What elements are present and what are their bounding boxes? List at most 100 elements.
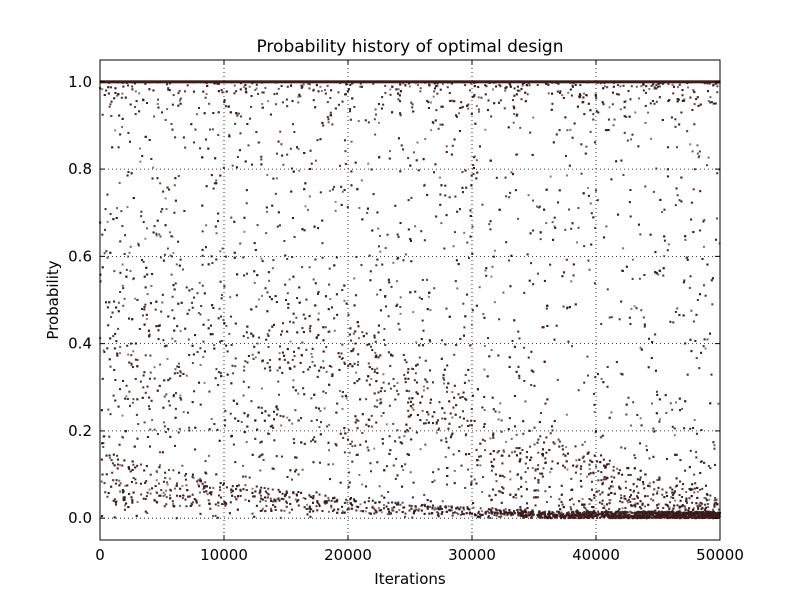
data-point [438, 428, 440, 430]
data-point [247, 415, 249, 417]
data-point [718, 509, 720, 511]
data-point [298, 286, 300, 288]
data-point [537, 468, 539, 470]
data-point [261, 295, 263, 297]
data-point [220, 497, 222, 499]
data-point [474, 478, 476, 480]
data-point [640, 417, 642, 419]
data-point [167, 248, 169, 250]
data-point [597, 199, 599, 201]
data-point [282, 352, 284, 354]
data-point [122, 305, 124, 307]
data-point [595, 97, 597, 99]
data-point [149, 355, 151, 357]
data-point [540, 238, 542, 240]
data-point [557, 91, 559, 93]
data-point [643, 89, 645, 91]
data-point [650, 498, 652, 500]
data-point [316, 505, 318, 507]
data-point [169, 494, 171, 496]
data-point [572, 137, 574, 139]
data-point [301, 342, 303, 344]
data-point [399, 112, 401, 114]
data-point [368, 425, 370, 427]
data-point [371, 415, 373, 417]
data-point [537, 84, 539, 86]
data-point [178, 366, 180, 368]
data-point [444, 412, 446, 414]
data-point [495, 480, 497, 482]
data-point [318, 370, 320, 372]
data-point [272, 81, 274, 83]
data-point [339, 165, 341, 167]
data-point [461, 171, 463, 173]
data-point [202, 356, 204, 358]
data-point [268, 271, 270, 273]
data-point [471, 424, 473, 426]
data-point [709, 467, 711, 469]
data-point [697, 299, 699, 301]
data-point [234, 365, 236, 367]
data-point [481, 204, 483, 206]
data-point [716, 85, 718, 87]
data-point [579, 84, 581, 86]
data-point [705, 485, 707, 487]
data-point [268, 280, 270, 282]
data-point [422, 279, 424, 281]
data-point [266, 291, 268, 293]
data-point [267, 100, 269, 102]
data-point [350, 350, 352, 352]
data-point [282, 322, 284, 324]
data-point [146, 465, 148, 467]
data-point [696, 433, 698, 435]
data-point [671, 409, 673, 411]
data-point [627, 397, 629, 399]
data-point [243, 381, 245, 383]
data-point [504, 90, 506, 92]
data-point [131, 363, 133, 365]
data-point [561, 94, 563, 96]
data-point [449, 92, 451, 94]
data-point [503, 476, 505, 478]
data-point [637, 503, 639, 505]
data-point [671, 489, 673, 491]
data-point [289, 469, 291, 471]
data-point [113, 369, 115, 371]
data-point [461, 511, 463, 513]
data-point [124, 234, 126, 236]
data-point [344, 363, 346, 365]
data-point [573, 274, 575, 276]
data-point [168, 400, 170, 402]
data-point [454, 138, 456, 140]
data-point [323, 367, 325, 369]
data-point [119, 182, 121, 184]
data-point [253, 516, 255, 518]
data-point [712, 509, 714, 511]
data-point [245, 499, 247, 501]
data-point [181, 465, 183, 467]
data-point [396, 474, 398, 476]
data-point [198, 312, 200, 314]
data-point [609, 417, 611, 419]
data-point [109, 457, 111, 459]
data-point [696, 357, 698, 359]
data-point [213, 344, 215, 346]
data-point [328, 464, 330, 466]
data-point [390, 388, 392, 390]
data-point [454, 470, 456, 472]
data-point [309, 266, 311, 268]
data-point [156, 492, 158, 494]
data-point [313, 278, 315, 280]
data-point [158, 483, 160, 485]
data-point [157, 103, 159, 105]
data-point [689, 97, 691, 99]
data-point [585, 146, 587, 148]
data-point [682, 94, 684, 96]
data-point [389, 365, 391, 367]
data-point [619, 85, 621, 87]
data-point [309, 83, 311, 85]
data-point [193, 390, 195, 392]
data-point [548, 449, 550, 451]
data-point [390, 94, 392, 96]
data-point [706, 164, 708, 166]
